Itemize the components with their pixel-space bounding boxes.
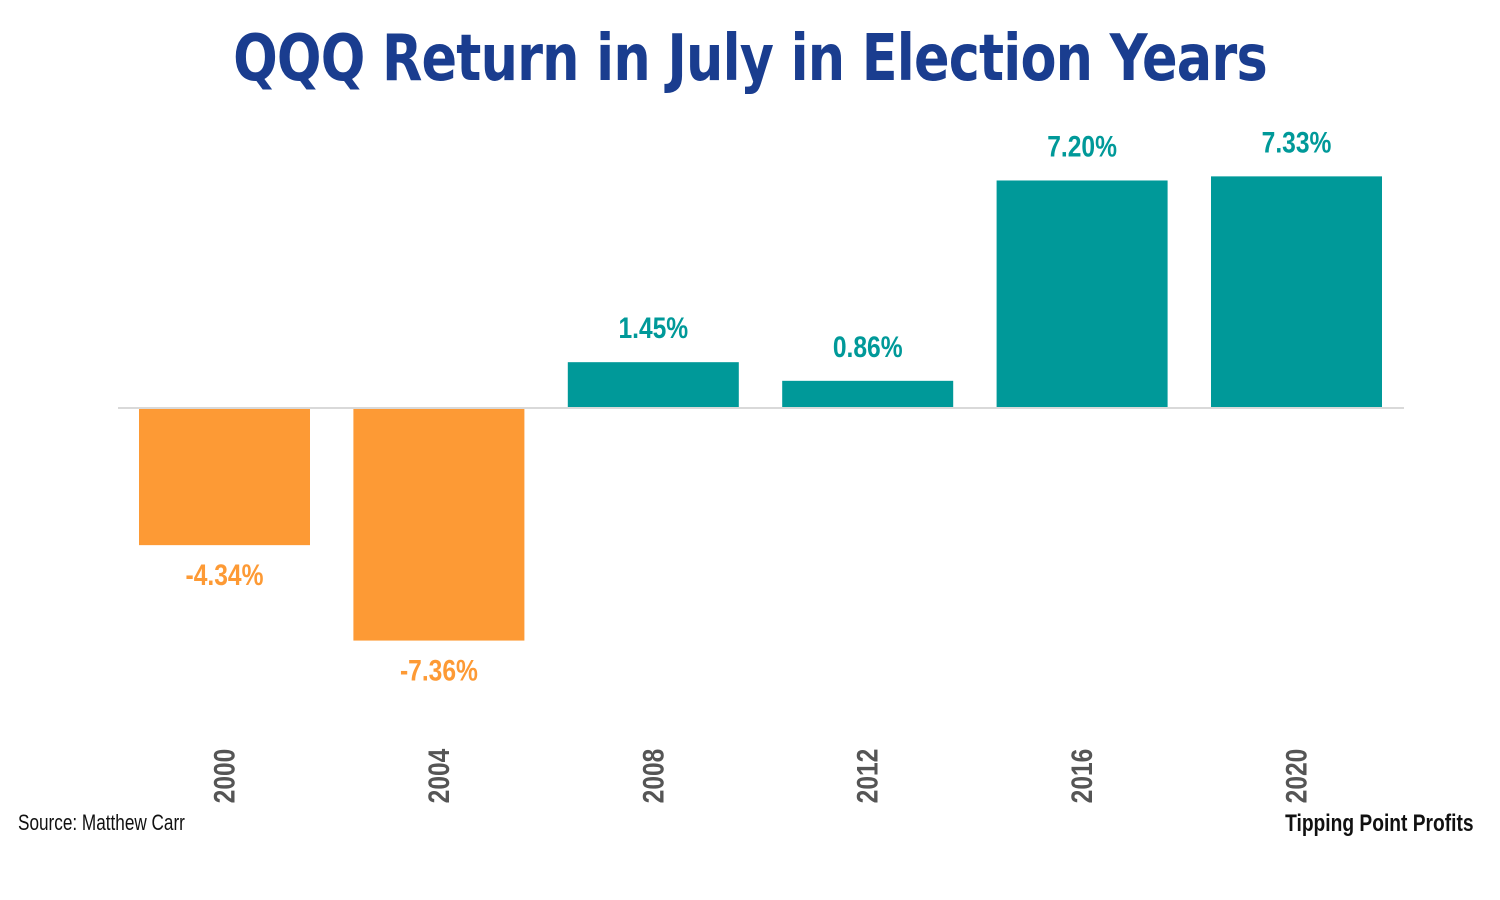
x-tick-label-2020: 2020 bbox=[1279, 749, 1313, 804]
bar-2016 bbox=[996, 180, 1168, 408]
x-tick-label-2008: 2008 bbox=[636, 749, 670, 804]
brand-label: Tipping Point Profits bbox=[1285, 810, 1474, 837]
data-label-2000: -4.34% bbox=[186, 558, 264, 592]
data-label-2012: 0.86% bbox=[833, 329, 903, 363]
data-label-2004: -7.36% bbox=[400, 653, 478, 687]
data-label-2020: 7.33% bbox=[1262, 125, 1332, 159]
bar-2012 bbox=[782, 380, 954, 408]
x-tick-label-2000: 2000 bbox=[207, 749, 241, 804]
bar-2008 bbox=[567, 362, 739, 408]
data-label-2008: 1.45% bbox=[618, 311, 688, 345]
x-tick-labels-group: 2000 2004 2008 2012 2016 2020 bbox=[207, 748, 1313, 803]
x-tick-label-2004: 2004 bbox=[422, 748, 456, 803]
data-labels-group: -4.34% -7.36% 1.45% 0.86% 7.20% 7.33% bbox=[186, 125, 1332, 687]
x-tick-label-2016: 2016 bbox=[1065, 749, 1099, 804]
x-tick-label-2012: 2012 bbox=[850, 749, 884, 804]
bar-2020 bbox=[1211, 176, 1382, 408]
bars-group bbox=[139, 176, 1382, 641]
chart-title: QQQ Return in July in Election Years bbox=[233, 22, 1268, 96]
source-note: Source: Matthew Carr bbox=[18, 810, 185, 835]
bar-2000 bbox=[139, 408, 310, 546]
bar-2004 bbox=[353, 408, 525, 641]
data-label-2016: 7.20% bbox=[1047, 129, 1117, 163]
